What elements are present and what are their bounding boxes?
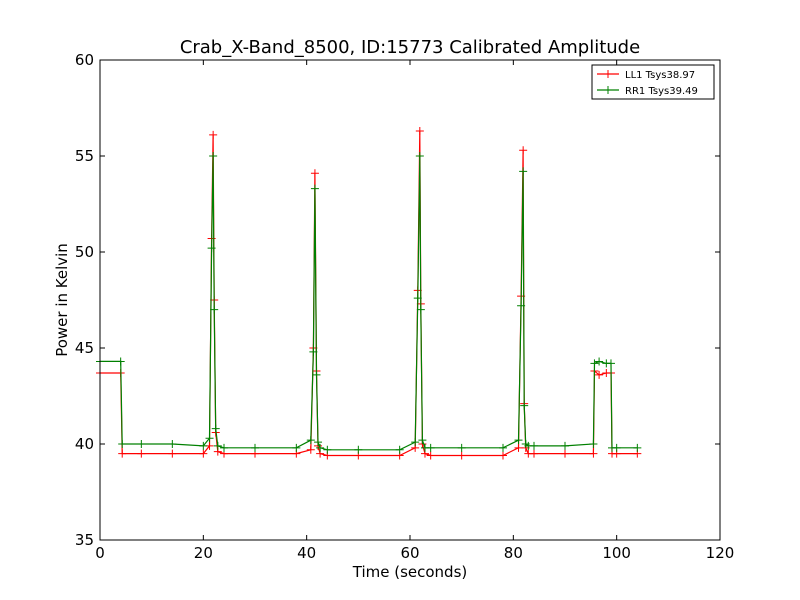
chart-title: Crab_X-Band_8500, ID:15773 Calibrated Am… (180, 37, 640, 58)
data-point (595, 357, 604, 366)
data-point (426, 451, 435, 460)
legend-label: RR1 Tsys39.49 (625, 86, 698, 97)
legend-marker (604, 70, 612, 78)
data-point (612, 443, 621, 452)
data-point (309, 347, 318, 356)
data-point (118, 449, 127, 458)
data-point (517, 301, 526, 310)
x-tick-label: 60 (400, 544, 419, 562)
data-point (530, 441, 538, 450)
data-point (210, 305, 219, 314)
data-point (411, 438, 420, 447)
x-tick-label: 0 (95, 544, 105, 562)
data-point (209, 152, 218, 160)
x-tick-label: 40 (297, 544, 316, 562)
legend-box (591, 64, 715, 100)
data-point (209, 130, 218, 139)
data-point (633, 443, 642, 452)
y-tick-label: 60 (75, 51, 94, 69)
data-point (199, 441, 208, 450)
data-point (395, 445, 404, 454)
data-point (211, 424, 220, 433)
data-point (418, 436, 427, 445)
x-tick-label: 80 (504, 544, 523, 562)
data-point (606, 359, 615, 368)
data-point (514, 443, 523, 452)
legend: LL1 Tsys38.97 RR1 Tsys39.49 (591, 64, 715, 100)
y-tick-label: 40 (75, 435, 94, 453)
data-point (519, 146, 528, 155)
data-point (168, 449, 177, 458)
data-point (426, 443, 435, 452)
data-point (354, 445, 363, 454)
data-point (116, 357, 125, 366)
data-point (207, 244, 216, 253)
data-point (137, 440, 146, 448)
data-point (561, 441, 569, 450)
data-point (251, 443, 259, 452)
data-point (415, 152, 424, 160)
y-tick-label: 50 (75, 243, 94, 261)
data-point (499, 443, 507, 452)
data-point (137, 449, 146, 458)
series-layer (96, 127, 642, 460)
data-point (416, 305, 425, 314)
data-point (561, 449, 569, 458)
data-point (413, 294, 422, 303)
data-point (499, 451, 507, 460)
legend-label: LL1 Tsys38.97 (625, 70, 695, 81)
data-point (292, 443, 301, 452)
data-point (199, 449, 208, 458)
data-point (589, 449, 598, 458)
x-tick-label: 20 (194, 544, 213, 562)
y-tick-label: 45 (75, 339, 94, 357)
series-2 (96, 152, 642, 454)
data-point (590, 359, 599, 368)
data-point (595, 370, 604, 379)
data-point (514, 436, 523, 445)
data-point (520, 401, 529, 410)
axis-ticks: 0 20 40 60 80 100 120 35 40 45 50 55 60 (75, 51, 734, 562)
y-axis-label: Power in Kelvin (53, 243, 71, 357)
data-point (314, 438, 323, 447)
data-point (457, 443, 466, 452)
data-point (213, 441, 222, 450)
data-point (323, 445, 332, 454)
data-point (118, 440, 127, 448)
data-point (306, 436, 315, 445)
data-point (205, 434, 214, 443)
y-tick-label: 35 (75, 531, 94, 549)
data-point (310, 169, 319, 178)
x-axis-label: Time (seconds) (352, 563, 468, 581)
data-point (168, 440, 177, 448)
data-point (589, 440, 598, 448)
legend-marker (604, 86, 612, 94)
data-point (306, 445, 315, 454)
data-point (220, 443, 228, 452)
data-point (519, 167, 528, 176)
x-tick-label: 100 (602, 544, 631, 562)
y-tick-label: 55 (75, 147, 94, 165)
data-point (457, 451, 466, 460)
data-point (312, 370, 321, 379)
data-point (415, 127, 424, 136)
data-point (316, 443, 325, 452)
x-tick-label: 120 (706, 544, 735, 562)
data-point (530, 449, 538, 458)
data-point (310, 184, 319, 193)
series-1 (96, 127, 642, 460)
